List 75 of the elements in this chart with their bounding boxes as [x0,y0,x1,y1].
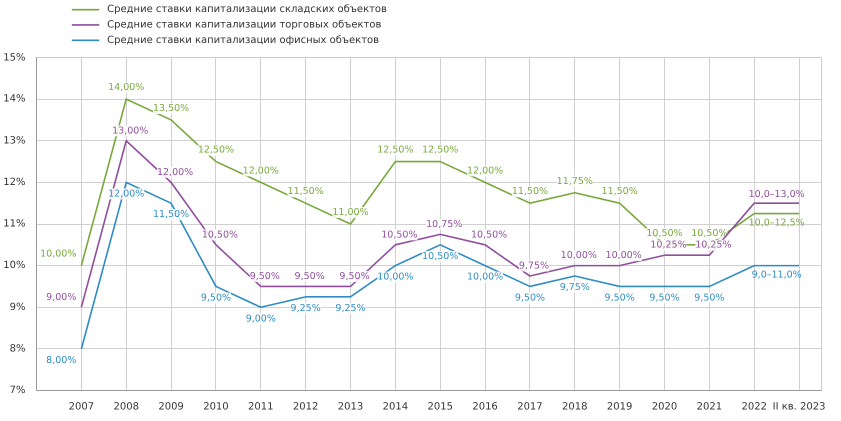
y-tick-label: 7% [10,385,26,396]
data-label: 9,75% [518,260,550,272]
legend-label: Средние ставки капитализации офисных объектов [107,34,380,46]
x-tick-label: 2011 [248,402,274,412]
x-tick-label: 2018 [562,402,588,412]
x-tick-label: 2009 [158,402,184,412]
y-tick-label: 8% [10,343,26,354]
data-label: 12,00% [466,165,504,176]
data-label: 10,00% [377,272,414,283]
x-tick-label: II кв. 2023 [772,402,826,412]
data-label: 11,00% [332,207,369,218]
x-tick-label: 2016 [472,402,498,412]
data-label: 9,25% [290,302,321,314]
annotation: 10,0–12,5% [748,218,805,229]
data-label: 14,00% [108,82,144,94]
y-tick-label: 11% [3,218,26,230]
y-tick-label: 15% [3,52,26,64]
y-tick-label: 14% [3,94,26,105]
data-label: 11,50% [602,186,638,198]
data-label: 9,50% [604,292,635,304]
data-label: 13,50% [152,102,190,114]
x-tick-label: 2014 [382,402,408,412]
annotation: 9,0–11,0% [752,270,802,281]
data-label: 11,50% [512,186,548,198]
data-label: 11,50% [152,209,190,220]
data-label: 10,00% [606,250,642,262]
x-tick-label: 2010 [203,402,229,412]
annotation: 10,0–13,0% [748,189,805,200]
x-tick-label: 2015 [427,402,453,412]
x-tick-label: 2019 [606,402,632,412]
data-label: 10,00% [560,250,597,262]
data-label: 12,50% [198,144,234,156]
data-label: 10,50% [470,229,508,240]
data-label: 10,50% [646,228,683,239]
data-label: 11,75% [556,176,593,187]
x-tick-label: 2020 [652,402,678,412]
data-label: 9,50% [250,270,280,282]
legend-label: Средние ставки капитализации складских объектов [107,4,388,16]
data-label: 9,00% [46,292,76,303]
y-tick-label: 10% [3,260,26,272]
data-label: 9,50% [200,292,232,304]
x-tick-label: 2007 [68,402,94,412]
data-label: 10,50% [422,250,458,262]
legend-label: Средние ставки капитализации торговых объектов [107,19,382,30]
data-label: 12,00% [156,166,194,178]
x-tick-label: 2008 [113,402,139,412]
y-tick-label: 9% [10,302,26,313]
y-tick-label: 13% [3,135,26,146]
data-label: 11,50% [288,186,324,198]
data-label: 10,50% [381,229,418,240]
data-label: 10,00% [40,248,76,260]
data-label: 9,00% [246,313,276,324]
data-label: 9,50% [694,292,724,304]
x-tick-label: 2013 [338,402,364,412]
data-label: 9,25% [335,302,366,314]
data-label: 12,00% [108,188,144,200]
x-tick-label: 2021 [696,402,722,412]
data-label: 9,50% [339,270,370,282]
data-label: 13,00% [112,125,148,136]
data-label: 9,50% [514,292,546,304]
data-label: 10,50% [691,228,728,239]
data-label: 8,00% [46,354,76,366]
x-tick-label: 2012 [292,402,318,412]
data-label: 10,00% [466,272,504,283]
data-label: 10,50% [202,229,238,240]
data-label: 12,50% [422,144,458,156]
data-label: 9,50% [649,292,680,304]
data-label: 9,75% [560,282,590,294]
y-tick-label: 12% [3,176,26,188]
data-label: 10,75% [426,218,462,230]
data-label: 12,00% [242,165,279,176]
x-tick-label: 2022 [741,402,767,412]
data-label: 9,50% [294,270,325,282]
data-label: 12,50% [377,144,414,156]
x-tick-label: 2017 [517,402,543,412]
